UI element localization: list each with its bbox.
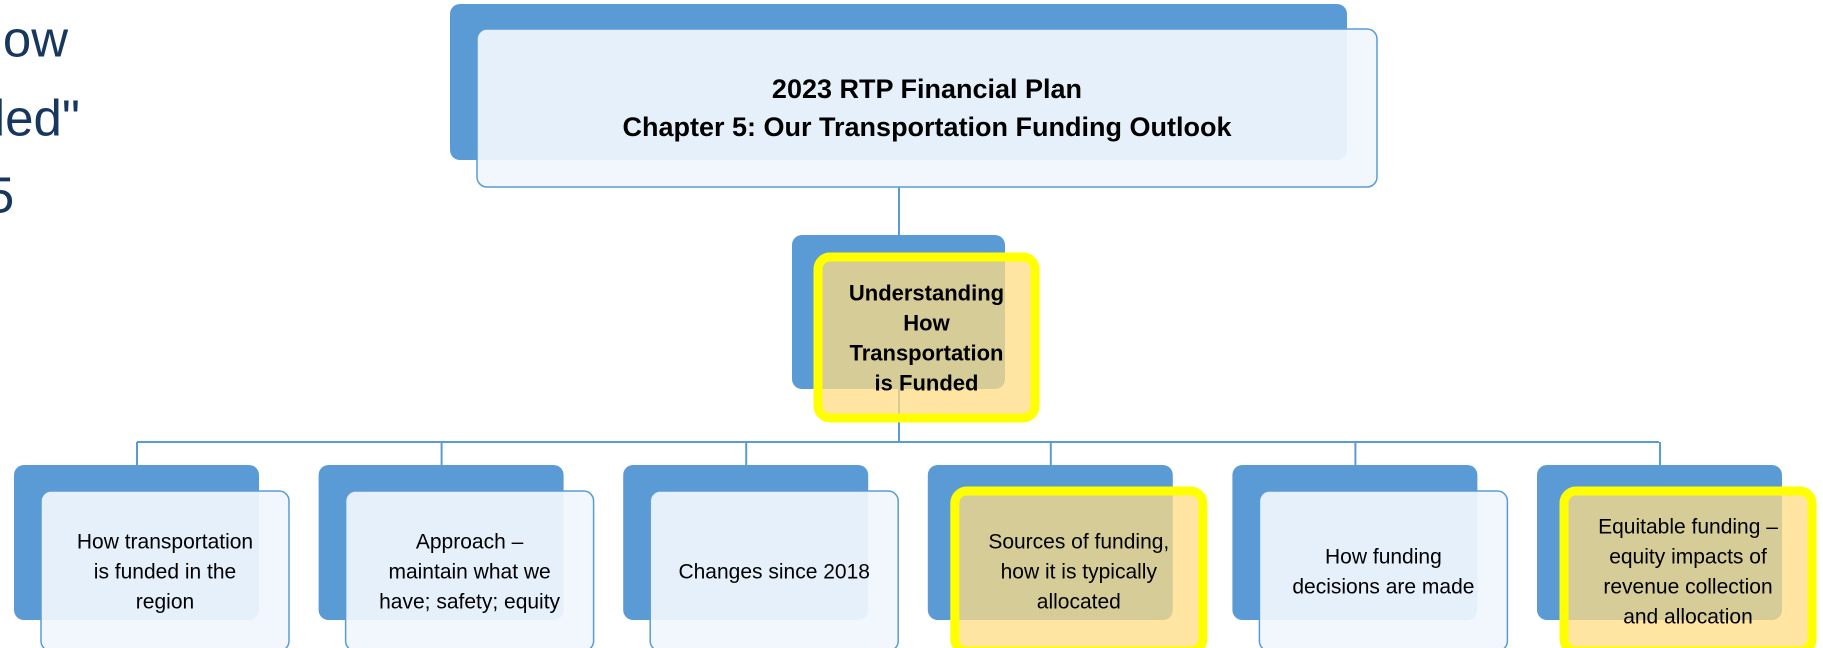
box-front <box>476 28 1378 188</box>
box-text: allocated <box>1037 591 1121 614</box>
side-text: 5 <box>0 166 14 223</box>
highlight-box <box>950 486 1208 648</box>
box-text: have; safety; equity <box>379 591 560 614</box>
box-text: and allocation <box>1623 606 1753 629</box>
box-text: decisions are made <box>1292 576 1474 599</box>
box-front <box>344 490 595 648</box>
box-text: 2023 RTP Financial Plan <box>772 74 1082 104</box>
side-text: unded" <box>0 89 80 146</box>
box-text: Approach – <box>416 531 524 554</box>
box-text: Changes since 2018 <box>678 561 869 584</box>
box-text: revenue collection <box>1603 576 1772 599</box>
side-text: g how <box>0 10 68 67</box>
box-front <box>40 490 290 648</box>
box-text: How funding <box>1325 546 1442 569</box>
box-text: Transportation <box>849 340 1003 365</box>
highlight-box <box>1559 486 1817 648</box>
box-text: how it is typically <box>1001 561 1158 584</box>
box-text: maintain what we <box>388 561 550 584</box>
box-text: region <box>136 591 194 614</box>
box-text: How <box>903 310 950 335</box>
box-text: Understanding <box>849 280 1004 305</box>
box-text: Chapter 5: Our Transportation Funding Ou… <box>623 112 1233 142</box>
box-front <box>649 490 899 648</box>
box-text: Equitable funding – <box>1598 516 1778 539</box>
box-text: equity impacts of <box>1609 546 1767 569</box>
box-text: is Funded <box>875 370 979 395</box>
box-text: How transportation <box>77 531 253 554</box>
box-front <box>1258 490 1509 648</box>
box-text: Sources of funding, <box>988 531 1169 554</box>
highlight-box <box>813 252 1040 423</box>
box-text: is funded in the <box>94 561 236 584</box>
